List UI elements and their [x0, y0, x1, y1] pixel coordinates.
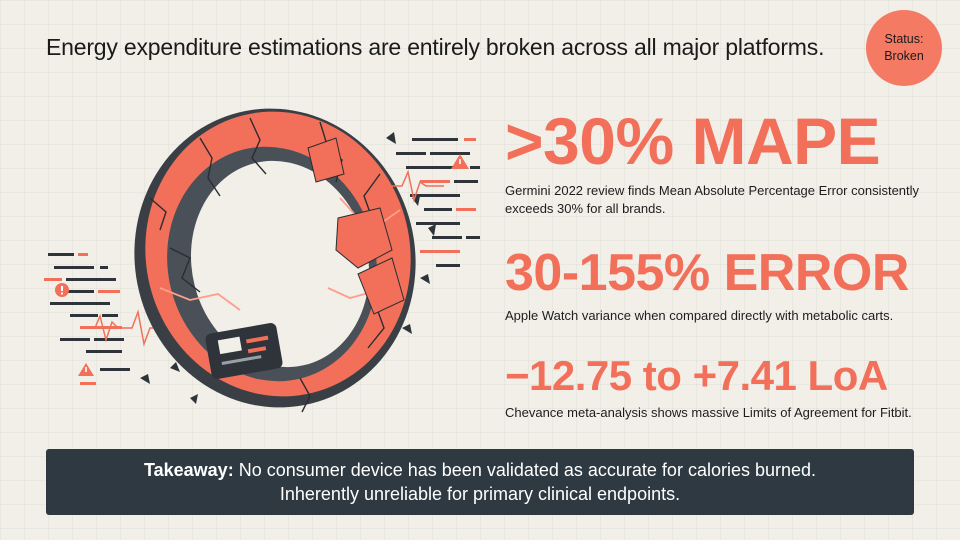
cracked-smart-ring-illustration [44, 108, 480, 413]
sensor-module-icon [205, 323, 283, 379]
stat-block-loa: −12.75 to +7.41 LoA Chevance meta-analys… [505, 355, 925, 422]
heartbeat-line-icon [386, 169, 444, 203]
stat-value: 30-155% ERROR [505, 244, 909, 302]
stat-block-mape: >30% MAPE Germini 2022 review finds Mean… [505, 108, 925, 218]
warning-icon [55, 283, 69, 297]
takeaway-label: Takeaway: [143, 460, 234, 480]
stat-description: Chevance meta-analysis shows massive Lim… [505, 405, 912, 420]
status-badge: Status: Broken [866, 10, 942, 86]
takeaway-line-2: Inherently unreliable for primary clinic… [279, 484, 681, 504]
glitch-bars-left-icon [44, 253, 130, 385]
stat-block-error: 30-155% ERROR Apple Watch variance when … [505, 247, 925, 325]
heartbeat-line-icon [80, 309, 166, 347]
ring-hole-icon [190, 160, 370, 368]
takeaway-text: No consumer device has been validated as… [233, 460, 817, 480]
stat-value: −12.75 to +7.41 LoA [505, 352, 888, 399]
glitch-bars-right-icon [396, 138, 480, 267]
warning-icon [451, 154, 469, 169]
status-badge-label: Status: [884, 32, 924, 46]
status-badge-value: Broken [884, 49, 924, 63]
stat-description: Apple Watch variance when compared direc… [505, 308, 894, 323]
broken-shard-icon [307, 137, 405, 315]
page-title: Energy expenditure estimations are entir… [46, 34, 825, 60]
takeaway-line-1: Takeaway: No consumer device has been va… [144, 458, 816, 482]
warning-icon [78, 363, 94, 376]
stat-value: >30% MAPE [505, 104, 881, 178]
takeaway-banner: Takeaway: No consumer device has been va… [46, 449, 914, 515]
stat-description: Germini 2022 review finds Mean Absolute … [505, 183, 920, 216]
